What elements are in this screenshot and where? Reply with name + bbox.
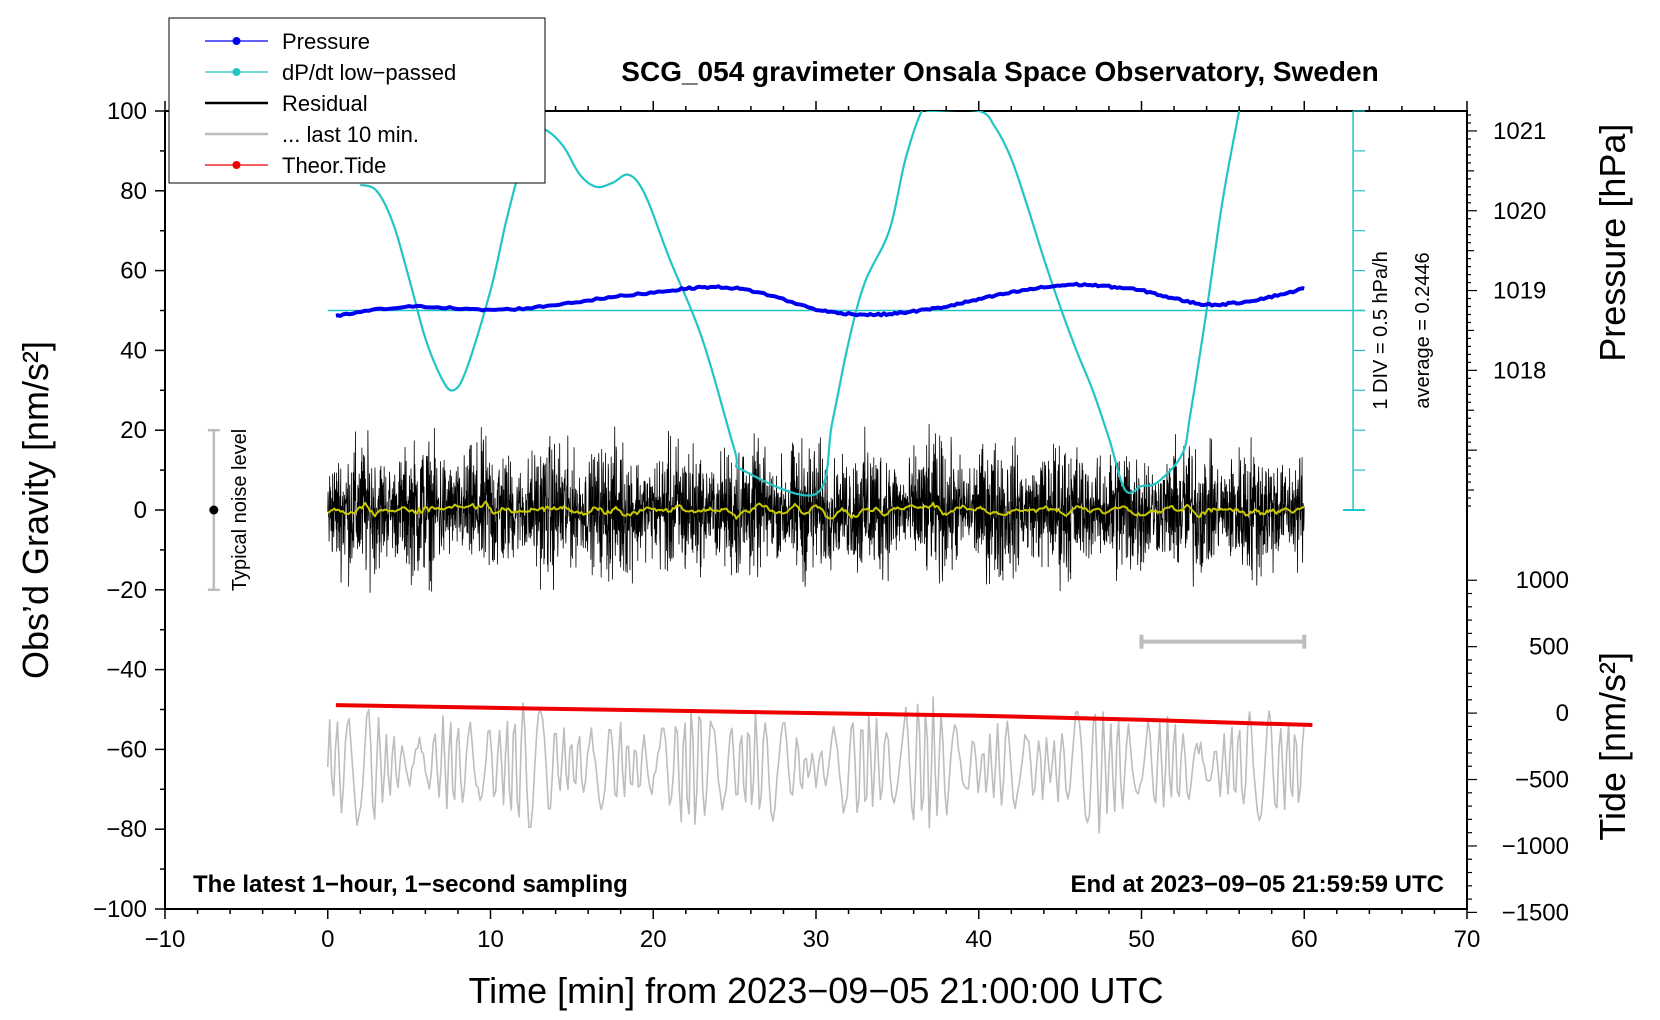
- footer-left-label: The latest 1−hour, 1−second sampling: [193, 871, 628, 898]
- x-tick-label: 10: [477, 926, 504, 953]
- right-axis-ticks: 1018 1019 1020 1021 1000 500 0 −500 −1000 −1500: [1467, 114, 1569, 926]
- legend: Pressure dP/dt low−passed Residual ... last…: [168, 17, 546, 184]
- y-tick-label: 20: [120, 417, 147, 444]
- y-tick-label: 100: [107, 98, 147, 125]
- legend-label: Pressure: [282, 29, 370, 54]
- x-tick-label: 60: [1291, 926, 1318, 953]
- legend-swatch-marker: [232, 161, 241, 169]
- x-tick-label: 0: [321, 926, 334, 953]
- legend-box: [168, 17, 546, 184]
- residual-smoothed-series: [327, 500, 1305, 520]
- dpdt-div-label: 1 DIV = 0.5 hPa/h: [1370, 251, 1392, 409]
- x-tick-label: 50: [1128, 926, 1155, 953]
- last10-series: [326, 696, 1306, 834]
- residual-series: [327, 423, 1305, 593]
- pressure-tick-label: 1019: [1493, 278, 1546, 305]
- pressure-tick-label: 1021: [1493, 118, 1546, 145]
- y-tick-label: −60: [106, 736, 147, 763]
- dpdt-series: [360, 111, 1241, 497]
- y-tick-label: 40: [120, 337, 147, 364]
- y-axis-label: Obs’d Gravity [nm/s²]: [15, 341, 56, 679]
- y-tick-label: 80: [120, 178, 147, 205]
- tide-tick-label: 500: [1529, 634, 1569, 661]
- noise-level-label: Typical noise level: [229, 429, 251, 591]
- x-tick-label: 40: [965, 926, 992, 953]
- pressure-axis-label: Pressure [hPa]: [1592, 124, 1633, 362]
- x-tick-label: 70: [1454, 926, 1481, 953]
- y-tick-label: −40: [106, 657, 147, 684]
- pressure-tick-label: 1018: [1493, 357, 1546, 384]
- tide-tick-label: 1000: [1516, 567, 1569, 594]
- last10-range-bar: [1139, 634, 1307, 649]
- x-tick-label: 20: [640, 926, 667, 953]
- legend-swatch-marker: [232, 68, 241, 76]
- y-tick-label: −80: [106, 816, 147, 843]
- series-layer: [326, 111, 1313, 834]
- tide-tick-label: −1500: [1502, 899, 1569, 926]
- legend-label: Residual: [282, 91, 368, 116]
- pressure-tick-label: 1020: [1493, 198, 1546, 225]
- tide-series: [335, 703, 1313, 728]
- legend-items: Pressure dP/dt low−passed Residual ... last…: [205, 29, 456, 178]
- footer-right-label: End at 2023−09−05 21:59:59 UTC: [1070, 871, 1444, 898]
- x-tick-label: 30: [803, 926, 830, 953]
- y-tick-label: 0: [134, 497, 147, 524]
- tide-tick-label: −500: [1515, 767, 1569, 794]
- x-axis-ticks: −10 0 10 20 30 40 50 60 70: [145, 909, 1481, 953]
- legend-swatch-marker: [232, 37, 241, 45]
- chart-title: SCG_054 gravimeter Onsala Space Observat…: [621, 56, 1378, 87]
- tide-tick-label: 0: [1556, 700, 1569, 727]
- x-axis-label: Time [min] from 2023−09−05 21:00:00 UTC: [468, 970, 1163, 1011]
- tide-axis-label: Tide [nm/s²]: [1592, 652, 1633, 841]
- y-tick-label: −20: [106, 577, 147, 604]
- legend-label: Theor.Tide: [282, 153, 386, 178]
- y-axis-ticks: −100 −80 −60 −40 −20 0 20 40 60 80 100: [93, 98, 165, 923]
- tide-tick-label: −1000: [1502, 833, 1569, 860]
- pressure-series: [335, 281, 1305, 318]
- legend-label: ... last 10 min.: [282, 122, 419, 147]
- x-tick-label: −10: [145, 926, 186, 953]
- legend-label: dP/dt low−passed: [282, 60, 456, 85]
- noise-center-dot: [209, 505, 219, 515]
- y-tick-label: −100: [93, 896, 147, 923]
- dpdt-average-label: average = 0.2446: [1412, 252, 1434, 408]
- noise-level-indicator: [207, 428, 220, 592]
- y-tick-label: 60: [120, 258, 147, 285]
